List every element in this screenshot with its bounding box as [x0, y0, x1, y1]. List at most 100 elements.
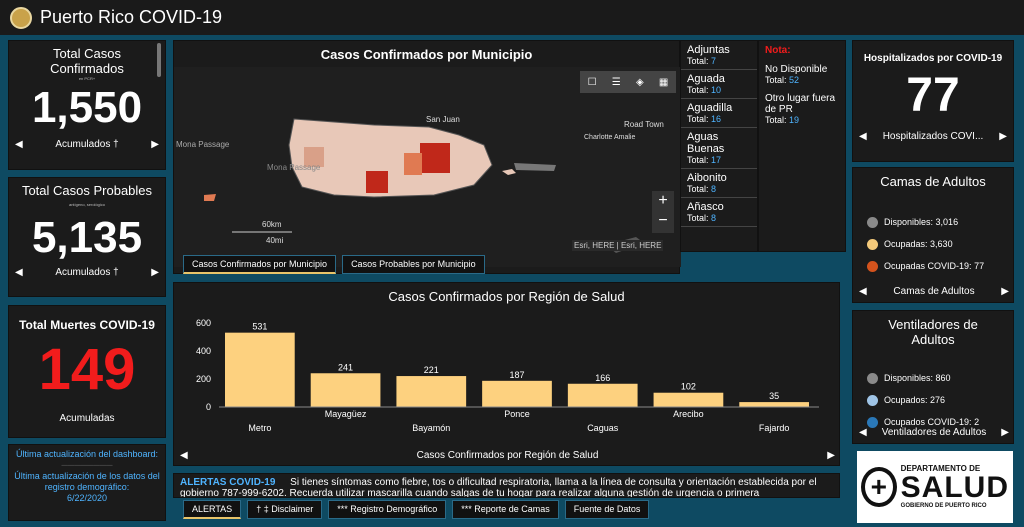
legend-item: Ocupadas: 3,630	[867, 239, 999, 251]
list-item[interactable]: Aguada Total: 10	[681, 70, 757, 99]
chart-title: Casos Confirmados por Región de Salud	[388, 289, 625, 304]
municipio-total: 7	[711, 56, 717, 66]
ventiladores-panel: Ventiladores de Adultos Disponibles: 860…	[852, 310, 1014, 444]
next-arrow-icon[interactable]: ▶	[1001, 427, 1009, 438]
zoom-in-button[interactable]: +	[658, 192, 668, 209]
next-arrow-icon[interactable]: ▶	[151, 267, 159, 278]
municipio-total-label: Total:	[687, 155, 709, 165]
legend-label: Disponibles:	[884, 217, 934, 227]
municipio-total: 16	[711, 114, 722, 124]
nota-title: Nota:	[765, 45, 791, 56]
x-tick-label: Arecibo	[673, 409, 704, 419]
legend-value: 3,016	[935, 217, 959, 227]
alert-text: Si tienes síntomas como fiebre, tos o di…	[180, 477, 817, 498]
legend-label: Ocupados COVID-19:	[884, 417, 972, 428]
layers-icon[interactable]: ◈	[635, 76, 644, 88]
map-tabs: Casos Confirmados por Municipio Casos Pr…	[183, 255, 485, 274]
bookmark-icon[interactable]: ☐	[587, 76, 597, 88]
map-panel: Casos Confirmados por Municipio Mona Pas…	[173, 40, 681, 274]
vent-nav-label: Ventiladores de Adultos	[881, 427, 987, 438]
municipio-map[interactable]: Mona Passage Mona Passage Road Town Char…	[174, 67, 681, 267]
list-item[interactable]: Aguas Buenas Total: 17	[681, 128, 757, 169]
map-label-mona2: Mona Passage	[267, 163, 321, 172]
hospitalized-nav: ◀ Hospitalizados COVI... ▶	[853, 131, 1013, 142]
tab-confirmados[interactable]: Casos Confirmados por Municipio	[183, 255, 337, 274]
bar[interactable]	[396, 376, 467, 407]
bar[interactable]	[310, 373, 381, 407]
probable-cases-nav: ◀ Acumulados † ▶	[9, 267, 165, 278]
y-tick-label: 400	[196, 346, 211, 356]
qr-icon[interactable]: ▦	[658, 76, 669, 88]
next-arrow-icon[interactable]: ▶	[151, 139, 159, 150]
prev-arrow-icon[interactable]: ◀	[180, 450, 188, 461]
cross-icon: +	[861, 467, 897, 507]
next-arrow-icon[interactable]: ▶	[827, 450, 835, 461]
x-tick-label: Mayagüez	[325, 409, 367, 419]
municipio-total-label: Total:	[687, 114, 709, 124]
scale-mi: 40mi	[266, 236, 284, 245]
tab-probables[interactable]: Casos Probables por Municipio	[342, 255, 485, 274]
prev-arrow-icon[interactable]: ◀	[859, 286, 867, 297]
y-tick-label: 0	[206, 402, 211, 412]
vent-nav: ◀ Ventiladores de Adultos ▶	[853, 427, 1015, 438]
x-tick-label: Fajardo	[759, 423, 790, 433]
bar[interactable]	[653, 392, 724, 407]
prev-arrow-icon[interactable]: ◀	[15, 139, 23, 150]
next-arrow-icon[interactable]: ▶	[999, 131, 1007, 142]
next-arrow-icon[interactable]: ▶	[1001, 286, 1009, 297]
bottom-tabs: ALERTAS † ‡ Disclaimer *** Registro Demo…	[183, 500, 650, 519]
legend-swatch	[867, 239, 878, 251]
deaths-title: Total Muertes COVID-19	[19, 318, 155, 332]
x-tick-label: Caguas	[587, 423, 619, 433]
list-item[interactable]: Añasco Total: 8	[681, 198, 757, 227]
municipio-list[interactable]: Adjuntas Total: 7 Aguada Total: 10 Aguadilla…	[680, 40, 758, 252]
legend-swatch	[867, 417, 878, 429]
bar[interactable]	[482, 380, 552, 407]
map-label-mona: Mona Passage	[176, 140, 230, 149]
bar-value-label: 166	[595, 373, 610, 383]
prev-arrow-icon[interactable]: ◀	[859, 131, 867, 142]
probable-cases-title: Total Casos Probables	[21, 183, 153, 198]
tab-registro[interactable]: *** Registro Demográfico	[328, 500, 447, 519]
tab-alertas[interactable]: ALERTAS	[183, 500, 242, 519]
legend-value: 3,630	[930, 239, 953, 250]
legend-item: Ocupadas COVID-19: 77	[867, 261, 999, 273]
seal-logo	[10, 6, 32, 29]
zoom-out-button[interactable]: −	[658, 212, 668, 229]
legend-item: Disponibles: 3,016	[867, 217, 999, 229]
total-cases-nav: ◀ Acumulados † ▶	[9, 139, 165, 150]
legend-value: 860	[935, 373, 951, 383]
bar[interactable]	[567, 383, 638, 407]
app-title: Puerto Rico COVID-19	[40, 7, 223, 27]
bar-value-label: 35	[769, 391, 779, 401]
list-item[interactable]: Aguadilla Total: 16	[681, 99, 757, 128]
prev-arrow-icon[interactable]: ◀	[15, 267, 23, 278]
tab-reporte-camas[interactable]: *** Reporte de Camas	[452, 500, 559, 519]
map-credit: Esri, HERE | Esri, HERE	[572, 240, 664, 251]
nota-total2: 19	[789, 115, 800, 125]
bar[interactable]	[225, 332, 295, 407]
municipio-total-label: Total:	[687, 213, 709, 223]
salud-line2: SALUD	[900, 471, 1009, 504]
bar-value-label: 241	[338, 362, 353, 372]
list-item[interactable]: Adjuntas Total: 7	[681, 41, 757, 70]
tab-fuente[interactable]: Fuente de Datos	[564, 500, 650, 519]
tab-disclaimer[interactable]: † ‡ Disclaimer	[247, 500, 323, 519]
legend-item: Disponibles: 860	[867, 373, 999, 385]
bar[interactable]	[739, 402, 809, 407]
region-chart-panel: Casos Confirmados por Región de Salud 0 2…	[173, 282, 840, 466]
scrollbar[interactable]	[157, 43, 161, 77]
municipio-total-label: Total:	[687, 85, 709, 95]
update-dashboard-label: Última actualización del dashboard:	[15, 449, 159, 459]
total-cases-nav-label: Acumulados †	[55, 139, 119, 150]
probable-cases-value: 5,135	[31, 213, 143, 262]
legend-item: Ocupados COVID-19: 2	[867, 417, 999, 429]
bar-value-label: 221	[424, 365, 439, 375]
list-item[interactable]: Aibonito Total: 8	[681, 169, 757, 198]
list-icon[interactable]: ☰	[611, 76, 621, 88]
total-cases-title: Total Casos Confirmados	[50, 46, 124, 76]
prev-arrow-icon[interactable]: ◀	[859, 427, 867, 438]
alert-title: ALERTAS COVID-19	[180, 477, 276, 488]
map-toolbar: ☐ ☰ ◈ ▦	[580, 71, 676, 93]
camas-nav: ◀ Camas de Adultos ▶	[853, 286, 1015, 297]
